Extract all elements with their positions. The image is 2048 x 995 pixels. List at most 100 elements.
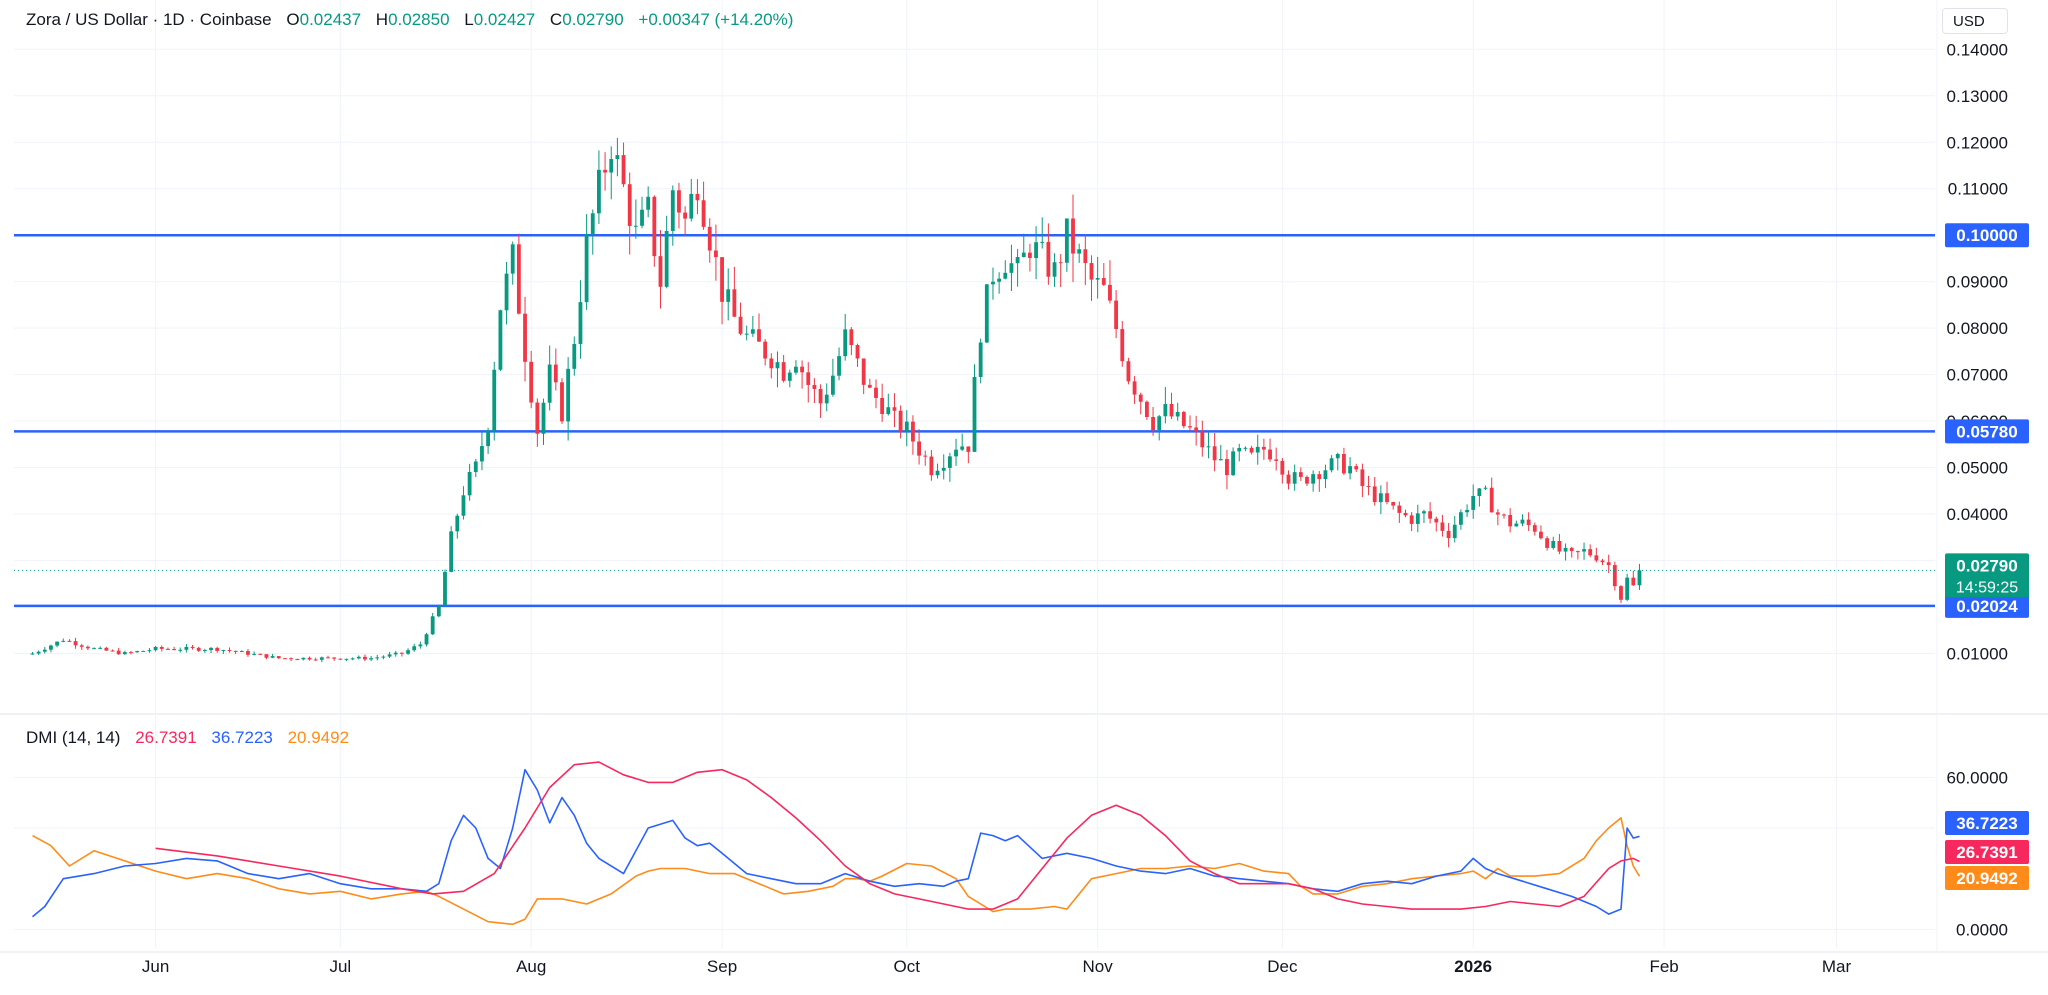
candle-body[interactable] [135, 651, 140, 653]
candle-body[interactable] [1446, 530, 1451, 539]
candle-body[interactable] [744, 333, 749, 335]
candle-body[interactable] [991, 281, 995, 285]
candle-body[interactable] [1132, 381, 1137, 395]
candle-body[interactable] [202, 650, 207, 652]
candle-body[interactable] [1366, 486, 1371, 488]
candle-body[interactable] [1089, 263, 1094, 280]
candle-body[interactable] [553, 364, 558, 383]
candle-body[interactable] [116, 650, 121, 655]
candle-body[interactable] [935, 470, 940, 476]
candle-body[interactable] [1409, 515, 1414, 524]
candle-body[interactable] [1231, 451, 1236, 476]
candle-body[interactable] [1163, 403, 1168, 417]
candle-body[interactable] [209, 647, 213, 651]
candle-body[interactable] [1034, 242, 1038, 258]
candle-body[interactable] [1101, 278, 1106, 285]
candle-body[interactable] [1138, 394, 1143, 402]
candle-body[interactable] [726, 289, 731, 302]
candle-body[interactable] [1077, 249, 1082, 254]
candle-body[interactable] [1329, 458, 1334, 471]
candle-body[interactable] [430, 616, 435, 635]
candle-body[interactable] [73, 641, 78, 646]
candle-body[interactable] [560, 382, 564, 422]
candle-body[interactable] [1532, 525, 1537, 532]
candle-body[interactable] [1046, 241, 1051, 277]
candle-body[interactable] [510, 244, 515, 274]
candle-body[interactable] [812, 384, 817, 390]
candle-body[interactable] [750, 329, 755, 334]
candle-body[interactable] [455, 515, 460, 532]
candle-body[interactable] [1612, 565, 1617, 587]
candle-body[interactable] [603, 169, 607, 173]
candle-body[interactable] [898, 410, 903, 432]
dmi-line-plus_di[interactable] [31, 768, 1640, 918]
candle-body[interactable] [541, 402, 546, 434]
candle-body[interactable] [781, 362, 786, 381]
candle-body[interactable] [1378, 493, 1383, 503]
candle-body[interactable] [1372, 486, 1377, 503]
candle-body[interactable] [523, 313, 527, 362]
candle-body[interactable] [1415, 513, 1420, 524]
candle-body[interactable] [1606, 562, 1611, 566]
candle-body[interactable] [443, 571, 447, 606]
candle-body[interactable] [480, 446, 484, 462]
candle-body[interactable] [1286, 474, 1291, 484]
candle-body[interactable] [1539, 531, 1543, 539]
dmi-value-label-bg[interactable] [1945, 811, 2029, 835]
candle-body[interactable] [1465, 509, 1469, 513]
candle-body[interactable] [1114, 300, 1119, 330]
candle-body[interactable] [911, 421, 915, 442]
candle-body[interactable] [276, 656, 281, 659]
candle-body[interactable] [467, 472, 472, 496]
dmi-title[interactable]: DMI (14, 14) [26, 728, 121, 747]
candle-body[interactable] [1268, 449, 1272, 460]
candle-body[interactable] [1225, 459, 1229, 476]
candle-body[interactable] [923, 455, 928, 457]
candle-body[interactable] [49, 645, 53, 650]
candle-body[interactable] [1588, 549, 1593, 556]
candle-body[interactable] [695, 193, 700, 201]
candle-body[interactable] [1440, 522, 1445, 531]
candle-body[interactable] [473, 461, 478, 473]
candle-body[interactable] [1403, 512, 1408, 516]
candle-body[interactable] [1071, 218, 1075, 254]
candle-body[interactable] [178, 649, 183, 651]
candle-body[interactable] [184, 646, 189, 650]
candle-body[interactable] [1551, 540, 1556, 548]
candle-body[interactable] [270, 656, 275, 658]
candle-body[interactable] [763, 341, 768, 359]
candle-body[interactable] [233, 650, 238, 652]
candle-body[interactable] [1471, 495, 1476, 510]
candle-body[interactable] [1342, 453, 1346, 474]
candle-body[interactable] [1298, 472, 1303, 477]
candle-body[interactable] [800, 366, 805, 373]
candle-body[interactable] [424, 634, 429, 645]
candle-body[interactable] [646, 196, 651, 210]
dmi-line-adx[interactable] [155, 761, 1640, 910]
candle-body[interactable] [960, 446, 965, 450]
candle-body[interactable] [1169, 403, 1174, 417]
candle-body[interactable] [1058, 262, 1063, 264]
candle-body[interactable] [1452, 524, 1457, 539]
candle-body[interactable] [1255, 446, 1260, 453]
candle-body[interactable] [1206, 446, 1211, 448]
candle-body[interactable] [1323, 470, 1328, 480]
candle-body[interactable] [1483, 487, 1488, 489]
candle-body[interactable] [1458, 512, 1463, 525]
candle-body[interactable] [326, 657, 330, 659]
candle-body[interactable] [1434, 518, 1439, 523]
candle-body[interactable] [1200, 431, 1205, 448]
candle-body[interactable] [1108, 284, 1112, 301]
candle-body[interactable] [824, 394, 829, 404]
candle-body[interactable] [701, 200, 706, 227]
candle-body[interactable] [141, 650, 146, 652]
candle-body[interactable] [1064, 218, 1069, 263]
candle-body[interactable] [492, 369, 497, 431]
candle-body[interactable] [984, 284, 989, 343]
candle-body[interactable] [689, 193, 694, 219]
candle-body[interactable] [61, 640, 66, 642]
candle-body[interactable] [664, 230, 669, 287]
candle-body[interactable] [818, 389, 823, 404]
candle-body[interactable] [627, 184, 632, 226]
